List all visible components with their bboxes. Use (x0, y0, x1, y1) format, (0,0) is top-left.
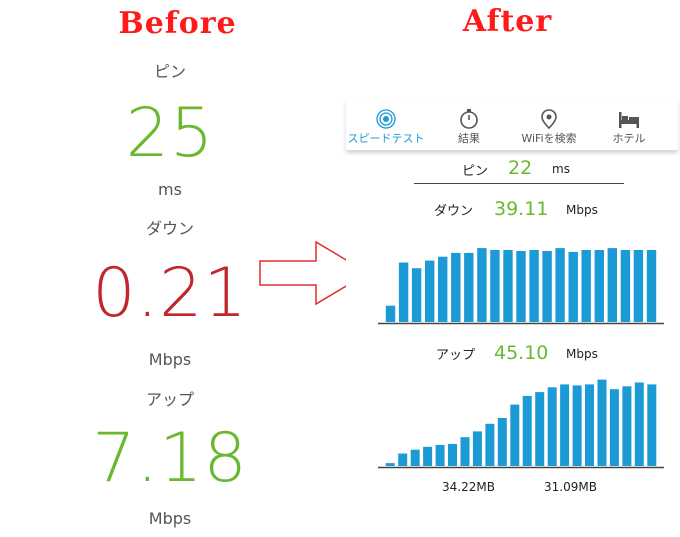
after-ping-unit: ms (552, 162, 570, 176)
before-down-label: ダウン (145, 219, 194, 238)
tab-speed-test-label: スピードテスト (347, 132, 425, 145)
tab-speed-test[interactable]: スピードテスト (346, 108, 426, 146)
upload-bar (398, 453, 408, 466)
download-bar (646, 250, 657, 322)
upload-bar (560, 384, 570, 466)
stopwatch-icon (429, 108, 509, 130)
download-bar (451, 252, 461, 322)
after-heading: After (462, 4, 553, 39)
upload-bar (609, 389, 619, 466)
upload-bar (385, 463, 395, 466)
download-bar (581, 250, 591, 322)
tab-hotels-label: ホテル (612, 132, 646, 145)
upload-bar (472, 431, 482, 466)
download-bar (542, 251, 552, 322)
data-used-upload: 31.09MB (544, 480, 597, 494)
before-ping-value: 25 (125, 94, 215, 173)
tab-find-wifi-label: WiFiを検索 (521, 132, 577, 145)
before-down-unit: Mbps (148, 350, 192, 369)
upload-bar (460, 437, 470, 466)
tab-find-wifi[interactable]: WiFiを検索 (509, 108, 589, 146)
tab-bar: スピードテスト 結果 WiFiを検索 (346, 100, 678, 150)
after-up-label: アップ (436, 348, 476, 363)
upload-bar (423, 446, 433, 466)
upload-bar (647, 384, 657, 466)
upload-bar (435, 444, 445, 466)
download-bar (477, 248, 487, 322)
after-up-value: 45.10 (494, 342, 549, 364)
upload-bar (485, 423, 495, 466)
after-down-unit: Mbps (566, 203, 598, 217)
upload-bar (597, 379, 607, 466)
location-pin-icon (509, 108, 589, 130)
download-bar (594, 250, 604, 322)
upload-bar (547, 387, 557, 466)
upload-bar (410, 449, 420, 466)
download-bar (490, 250, 500, 322)
upload-bar (585, 384, 594, 466)
data-used-download: 34.22MB (442, 480, 495, 494)
download-bar (568, 251, 578, 322)
before-up-value: 7.18 (92, 419, 248, 498)
after-ping-label: ピン (462, 164, 489, 179)
bed-icon (589, 108, 669, 130)
before-ping-label: ピン (153, 62, 186, 81)
upload-bar (572, 385, 582, 466)
download-bar (516, 251, 526, 322)
download-bar (633, 250, 644, 322)
after-up-unit: Mbps (566, 347, 598, 361)
download-bar-chart (378, 248, 664, 325)
before-down-value: 0.21 (92, 254, 248, 333)
download-bar (620, 250, 631, 322)
upload-bar (522, 395, 532, 466)
download-bar (385, 305, 396, 322)
download-bar (438, 256, 448, 322)
upload-bar (510, 404, 520, 466)
before-up-unit: Mbps (148, 509, 192, 528)
upload-bar (448, 443, 457, 466)
after-ping-value: 22 (508, 157, 533, 179)
upload-bar (634, 382, 644, 466)
before-up-label: アップ (145, 390, 194, 409)
speedtest-app: スピードテスト 結果 WiFiを検索 (346, 100, 678, 537)
ping-divider (414, 183, 624, 184)
upload-bar-chart (378, 379, 664, 469)
before-ping-unit: ms (158, 180, 182, 199)
download-bar (503, 250, 513, 322)
upload-bar (497, 418, 507, 466)
tab-results[interactable]: 結果 (429, 108, 509, 146)
download-bar (411, 268, 422, 322)
tab-hotels[interactable]: ホテル (589, 108, 669, 146)
speed-test-icon (346, 108, 426, 130)
upload-bar (535, 392, 545, 466)
right-arrow-icon (259, 240, 370, 306)
before-heading: Before (118, 6, 237, 41)
download-bar (607, 248, 617, 322)
download-bar (555, 248, 565, 322)
tab-results-label: 結果 (458, 132, 480, 145)
after-down-label: ダウン (434, 204, 474, 219)
download-bar (425, 260, 435, 322)
after-down-value: 39.11 (494, 198, 549, 220)
upload-bar (622, 386, 632, 466)
download-bar (398, 262, 409, 322)
download-bar (464, 252, 474, 322)
download-bar (529, 250, 539, 322)
